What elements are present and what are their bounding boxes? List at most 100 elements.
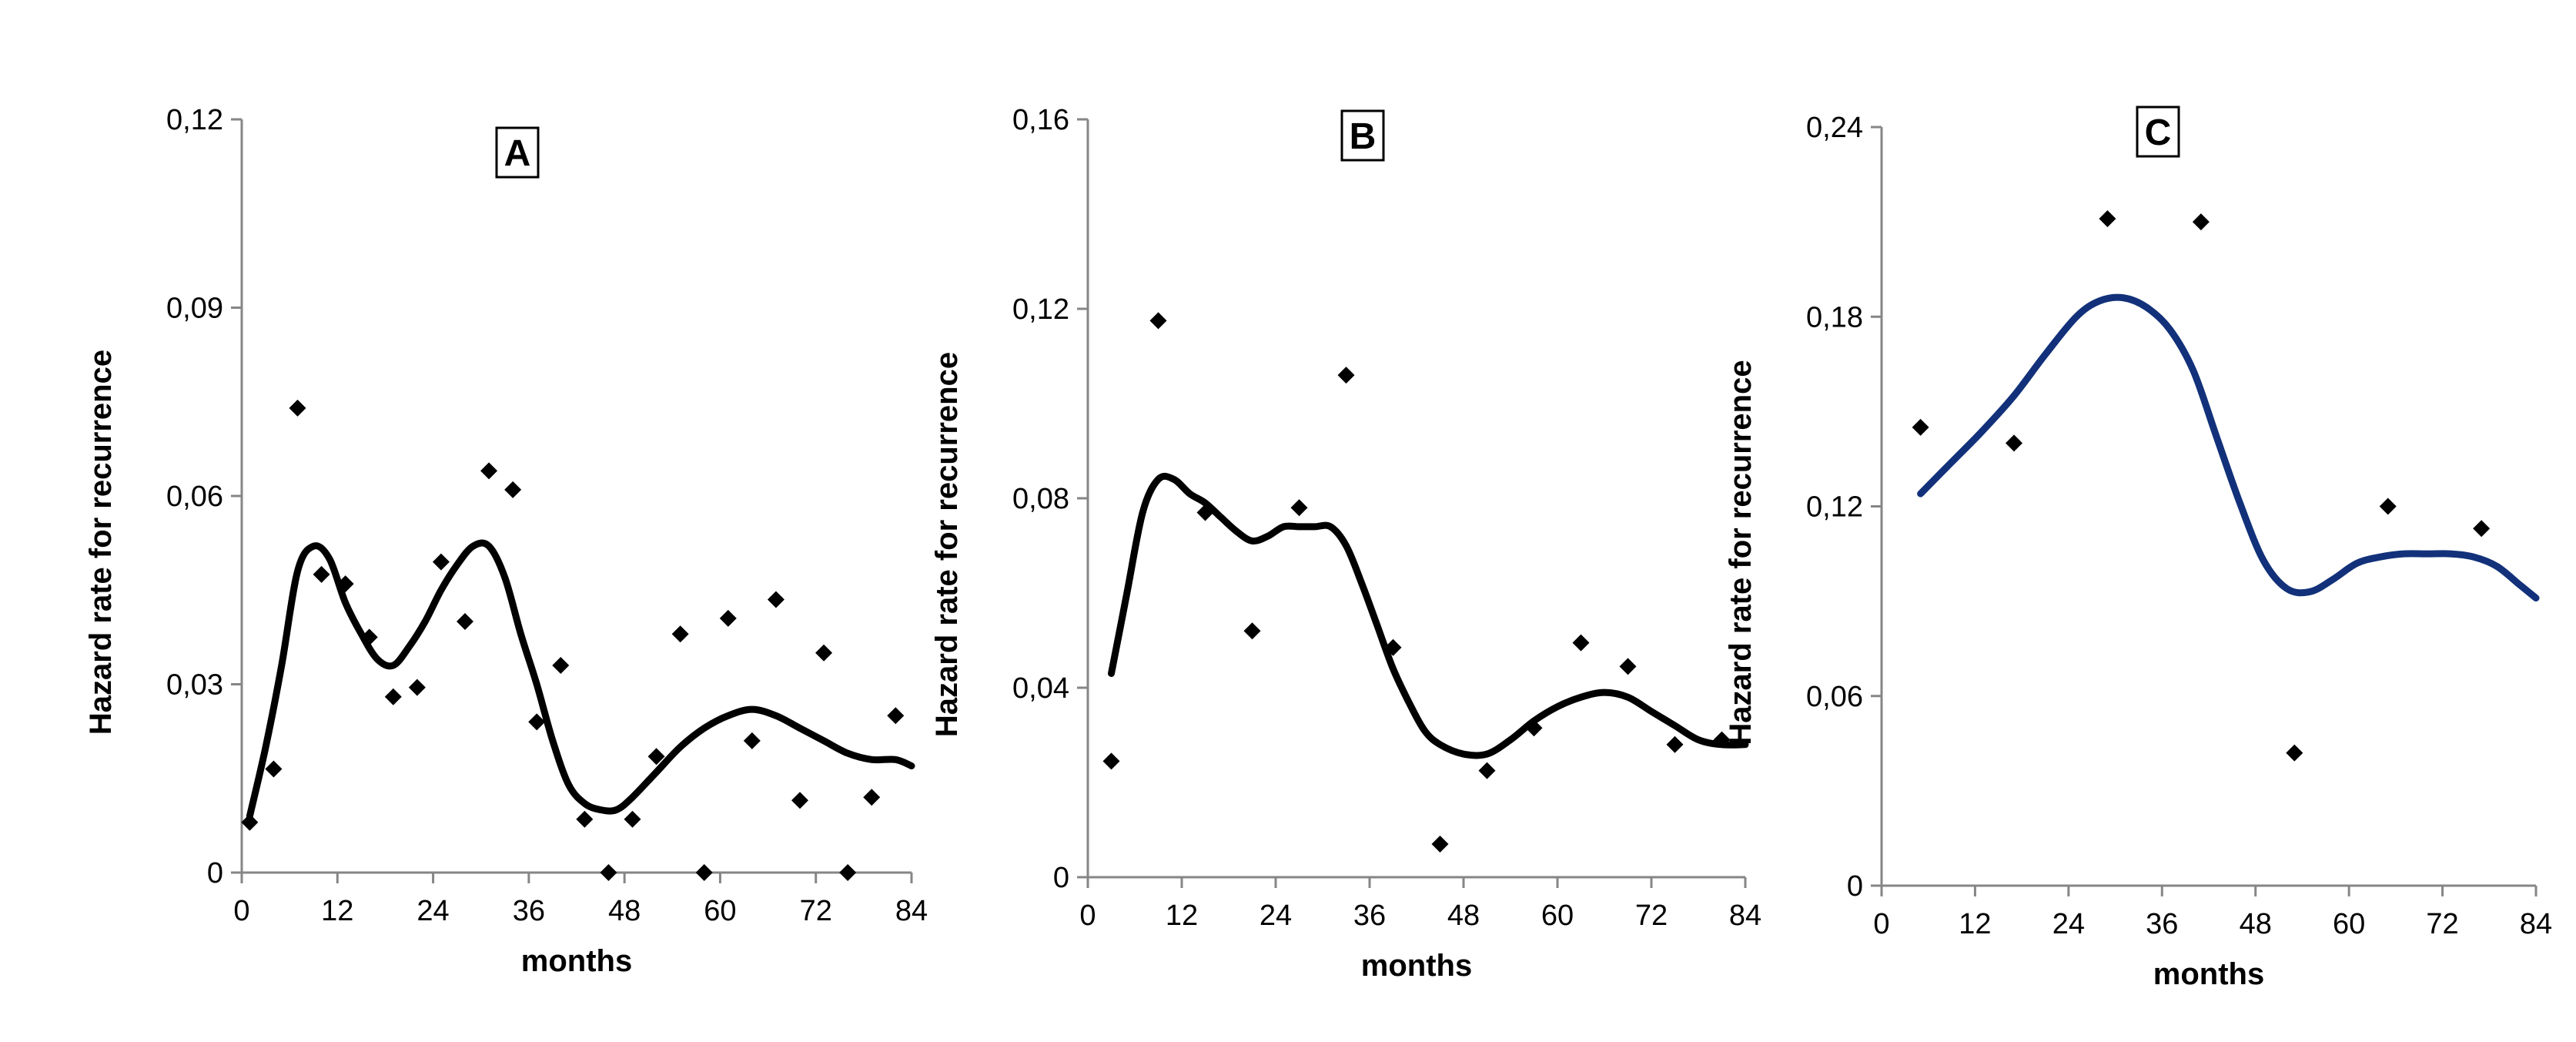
- data-point: [1912, 418, 1929, 436]
- panel-label: C: [2145, 112, 2172, 153]
- data-point: [241, 813, 259, 831]
- data-point: [1431, 835, 1449, 853]
- y-tick-label: 0,12: [166, 104, 223, 136]
- y-tick-label: 0,06: [166, 481, 223, 513]
- data-point: [767, 591, 785, 608]
- data-point: [528, 713, 546, 731]
- data-point: [576, 810, 594, 828]
- x-tick-label: 36: [513, 895, 545, 927]
- data-point: [2006, 434, 2023, 452]
- data-point: [2192, 213, 2210, 231]
- data-point: [815, 644, 833, 662]
- data-point: [2379, 498, 2397, 515]
- x-tick-label: 36: [2146, 908, 2178, 940]
- data-point: [1619, 658, 1637, 675]
- x-axis-title: months: [1361, 949, 1472, 983]
- data-point: [839, 864, 857, 881]
- data-point: [791, 792, 808, 809]
- x-tick-label: 0: [1873, 908, 1889, 940]
- x-tick-label: 0: [1079, 900, 1096, 932]
- data-point: [2286, 744, 2303, 762]
- y-tick-label: 0: [207, 857, 223, 890]
- x-tick-label: 12: [1166, 900, 1198, 932]
- data-point: [1243, 622, 1261, 640]
- data-point: [887, 707, 905, 725]
- data-point: [408, 678, 426, 696]
- y-tick-label: 0,08: [1012, 483, 1069, 515]
- data-point: [1525, 719, 1543, 737]
- data-point: [695, 864, 713, 881]
- data-point: [1666, 735, 1684, 753]
- data-point: [647, 748, 665, 766]
- data-point: [1290, 499, 1308, 517]
- x-tick-label: 48: [608, 895, 641, 927]
- x-axis-title: months: [521, 944, 632, 978]
- data-point: [504, 481, 522, 498]
- y-tick-label: 0,12: [1806, 491, 1863, 524]
- x-tick-label: 60: [2333, 908, 2365, 940]
- data-point: [265, 760, 283, 778]
- x-tick-label: 72: [1635, 900, 1668, 932]
- x-tick-label: 12: [1959, 908, 1991, 940]
- data-point: [360, 628, 378, 646]
- data-point: [863, 789, 881, 806]
- data-point: [1337, 367, 1355, 384]
- y-tick-label: 0,06: [1806, 681, 1863, 713]
- chart-panel-a: 0 0,03 0,06 0,09 0,12 0 12 24 36 48 60 72 84 months Ha…: [84, 104, 928, 978]
- x-tick-label: 24: [1260, 900, 1292, 932]
- x-tick-label: 84: [1729, 900, 1761, 932]
- data-point: [289, 399, 306, 417]
- y-tick-label: 0,12: [1012, 293, 1069, 326]
- data-point: [552, 657, 570, 675]
- data-point: [1713, 731, 1731, 749]
- x-tick-label: 60: [704, 895, 736, 927]
- y-axis-title: Hazard rate for recurrence: [84, 350, 118, 735]
- x-tick-label: 72: [2426, 908, 2458, 940]
- data-point: [2473, 520, 2491, 538]
- x-tick-label: 12: [321, 895, 353, 927]
- data-point: [480, 462, 498, 480]
- data-point: [432, 553, 450, 571]
- y-tick-label: 0,16: [1012, 104, 1069, 136]
- data-point: [671, 625, 689, 643]
- y-tick-label: 0: [1847, 870, 1863, 903]
- data-point: [1384, 638, 1402, 656]
- x-axis-title: months: [2153, 957, 2264, 991]
- x-tick-label: 48: [1447, 900, 1480, 932]
- y-axis-title: Hazard rate for recurrence: [1724, 360, 1758, 745]
- panel-label-box: [2136, 106, 2180, 158]
- smoothed-hazard-curve: [246, 539, 915, 820]
- chart-panel-c: 0 0,06 0,12 0,18 0,24 0 12 24 36 48 60 72 84 months Ha…: [1724, 106, 2552, 991]
- data-point: [1196, 504, 1214, 521]
- x-tick-label: 72: [800, 895, 832, 927]
- y-tick-label: 0,18: [1806, 301, 1863, 333]
- data-point: [457, 613, 473, 630]
- x-tick-label: 84: [2520, 908, 2552, 940]
- data-point: [336, 575, 354, 593]
- x-tick-label: 24: [417, 895, 449, 927]
- x-tick-label: 36: [1353, 900, 1386, 932]
- panel-label-box: [1340, 109, 1385, 162]
- y-tick-label: 0,09: [166, 293, 223, 325]
- x-tick-label: 24: [2052, 908, 2085, 940]
- y-tick-label: 0,04: [1012, 672, 1069, 705]
- panel-label: A: [504, 133, 531, 174]
- data-point: [719, 609, 737, 627]
- y-tick-label: 0,24: [1806, 112, 1863, 144]
- data-point: [743, 732, 761, 749]
- smoothed-hazard-curve: [1917, 293, 2540, 601]
- smoothed-hazard-curve: [1108, 472, 1749, 759]
- x-tick-label: 60: [1541, 900, 1574, 932]
- data-point: [600, 864, 617, 881]
- data-point: [1149, 312, 1167, 330]
- chart-panel-b: 0 0,04 0,08 0,12 0,16 0 12 24 36 48 60 72 84 months Ha…: [930, 104, 1761, 983]
- data-point: [313, 565, 330, 583]
- panel-label-box: [495, 126, 540, 179]
- data-point: [1102, 752, 1120, 770]
- data-point: [384, 688, 402, 705]
- x-tick-label: 0: [233, 895, 249, 927]
- y-tick-label: 0,03: [166, 669, 223, 702]
- data-point: [1478, 762, 1496, 779]
